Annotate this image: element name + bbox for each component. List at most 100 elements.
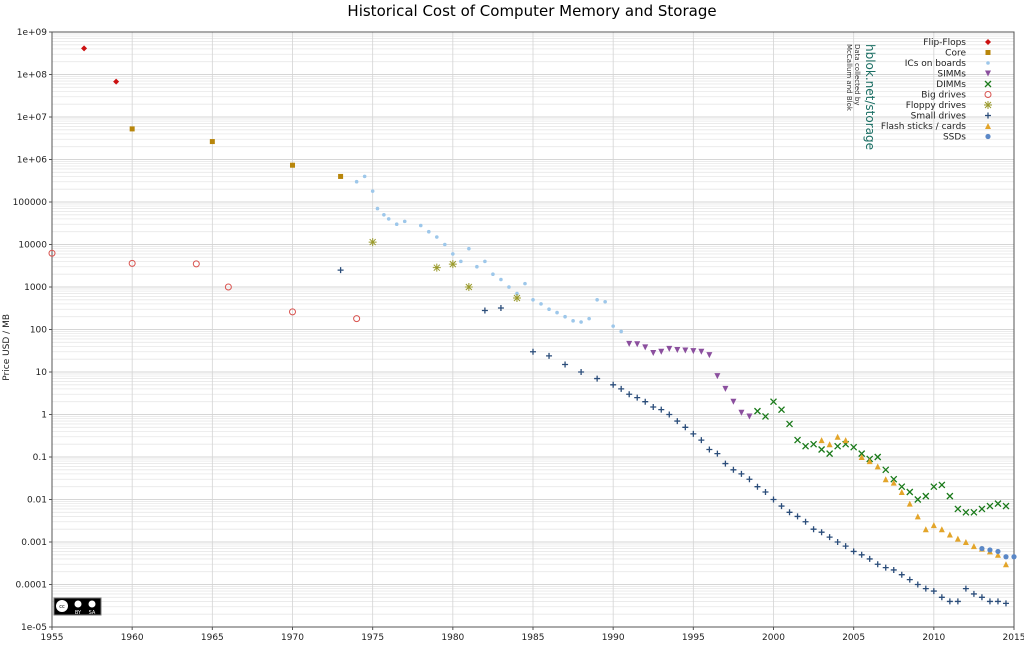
data-point xyxy=(970,590,977,597)
data-point xyxy=(810,440,818,448)
x-tick-label: 1980 xyxy=(441,633,464,643)
data-point xyxy=(922,526,929,533)
data-point xyxy=(995,548,1001,555)
data-point xyxy=(129,126,135,132)
data-point xyxy=(682,347,689,354)
legend-label: Big drives xyxy=(921,91,966,101)
data-point xyxy=(682,424,689,431)
data-point xyxy=(483,259,487,264)
data-point xyxy=(874,453,882,461)
data-point xyxy=(979,545,985,552)
data-point xyxy=(362,174,367,179)
data-point xyxy=(354,179,359,184)
data-point xyxy=(546,352,553,359)
x-tick-label: 1985 xyxy=(522,633,545,643)
data-point xyxy=(914,496,922,503)
data-point xyxy=(587,316,591,321)
data-point xyxy=(451,252,455,256)
data-point xyxy=(491,272,495,277)
data-point xyxy=(866,458,873,465)
data-point xyxy=(1003,554,1009,560)
by-person-icon xyxy=(74,600,82,608)
data-point xyxy=(978,594,985,601)
legend-marker xyxy=(985,133,991,140)
data-point xyxy=(786,420,793,428)
data-point xyxy=(658,406,665,413)
data-point xyxy=(882,466,890,474)
data-point xyxy=(906,576,913,583)
data-point xyxy=(842,437,849,444)
data-point xyxy=(642,398,649,405)
data-point xyxy=(914,581,921,588)
legend-label: Flip-Flops xyxy=(923,38,966,48)
data-point xyxy=(113,78,120,85)
data-point xyxy=(938,481,946,489)
data-point xyxy=(690,430,697,437)
data-point xyxy=(418,223,423,228)
data-point xyxy=(890,566,897,573)
data-point xyxy=(192,260,200,268)
data-point xyxy=(826,441,833,448)
data-point xyxy=(810,526,817,533)
data-point xyxy=(375,206,380,211)
data-point xyxy=(946,531,953,538)
data-point xyxy=(850,443,858,451)
data-point xyxy=(618,385,625,392)
data-point xyxy=(512,294,521,303)
data-point xyxy=(626,391,633,398)
data-point xyxy=(954,535,961,542)
data-point xyxy=(690,348,697,355)
data-point xyxy=(531,297,535,302)
credit-block: hblok.net/storage Data collected by McCa… xyxy=(845,44,877,150)
data-point xyxy=(698,348,705,355)
data-point xyxy=(539,302,543,306)
data-point xyxy=(794,436,802,444)
data-point xyxy=(994,551,1001,558)
data-point xyxy=(642,344,649,351)
data-point xyxy=(666,411,673,418)
data-point xyxy=(459,259,463,264)
data-point xyxy=(507,285,511,289)
data-point xyxy=(754,483,761,490)
data-point xyxy=(858,551,865,558)
legend-label: SSDs xyxy=(943,133,966,143)
data-point xyxy=(818,437,825,444)
credit-note-line-1: Data collected by xyxy=(853,44,861,105)
data-point xyxy=(834,433,841,440)
y-tick-label: 1e+09 xyxy=(17,28,48,38)
data-point xyxy=(738,409,745,416)
data-point xyxy=(906,488,914,496)
x-tick-label: 2015 xyxy=(1003,633,1024,643)
data-point xyxy=(402,219,407,224)
legend-label: SIMMs xyxy=(937,70,966,80)
data-point xyxy=(762,489,769,496)
credit-url: hblok.net/storage xyxy=(863,44,877,150)
x-tick-label: 2000 xyxy=(762,633,785,643)
data-point xyxy=(890,479,897,486)
legend-marker xyxy=(985,39,991,45)
grid xyxy=(51,31,1015,628)
legend-marker xyxy=(985,50,991,55)
data-point xyxy=(914,513,921,520)
data-point xyxy=(530,348,536,355)
y-tick-label: 1 xyxy=(41,411,47,421)
y-tick-label: 100000 xyxy=(13,198,48,208)
data-point xyxy=(906,500,913,507)
data-point xyxy=(922,585,929,592)
data-point xyxy=(802,518,809,525)
license-badge-by: BY xyxy=(75,610,82,616)
data-point xyxy=(81,45,88,52)
y-tick-label: 0.1 xyxy=(33,453,47,463)
data-point xyxy=(594,375,601,382)
data-point xyxy=(289,308,296,316)
y-tick-label: 10000 xyxy=(18,241,47,251)
data-point xyxy=(467,246,471,251)
x-tick-label: 1995 xyxy=(682,633,705,643)
data-point xyxy=(746,476,753,483)
data-point xyxy=(882,476,889,483)
data-point xyxy=(770,496,777,503)
series-ics-on-boards xyxy=(354,174,623,334)
data-point xyxy=(778,406,785,414)
data-point xyxy=(650,404,657,411)
